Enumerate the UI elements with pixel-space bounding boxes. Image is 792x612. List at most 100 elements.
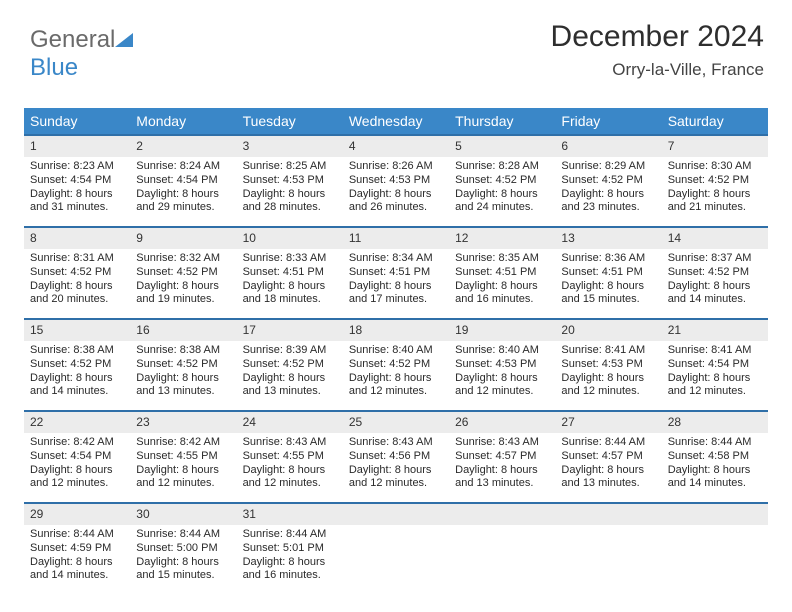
calendar-day-cell: 26Sunrise: 8:43 AMSunset: 4:57 PMDayligh…	[449, 412, 555, 502]
sunset-text: Sunset: 4:56 PM	[349, 450, 443, 464]
day-number	[662, 504, 768, 525]
calendar-day-cell: 20Sunrise: 8:41 AMSunset: 4:53 PMDayligh…	[555, 320, 661, 410]
daylight-line2: and 14 minutes.	[668, 477, 762, 491]
weekday-header: Sunday	[24, 108, 130, 134]
sunrise-text: Sunrise: 8:37 AM	[668, 252, 762, 266]
weekday-header: Thursday	[449, 108, 555, 134]
calendar-week-row: 15Sunrise: 8:38 AMSunset: 4:52 PMDayligh…	[24, 318, 768, 410]
daylight-line2: and 20 minutes.	[30, 293, 124, 307]
day-body: Sunrise: 8:30 AMSunset: 4:52 PMDaylight:…	[662, 157, 768, 226]
weekday-header: Tuesday	[237, 108, 343, 134]
sunset-text: Sunset: 4:58 PM	[668, 450, 762, 464]
day-number: 31	[237, 504, 343, 525]
sunset-text: Sunset: 4:55 PM	[243, 450, 337, 464]
day-body: Sunrise: 8:26 AMSunset: 4:53 PMDaylight:…	[343, 157, 449, 226]
daylight-line2: and 12 minutes.	[455, 385, 549, 399]
daylight-line1: Daylight: 8 hours	[349, 464, 443, 478]
day-body: Sunrise: 8:40 AMSunset: 4:53 PMDaylight:…	[449, 341, 555, 410]
daylight-line2: and 13 minutes.	[136, 385, 230, 399]
day-number: 9	[130, 228, 236, 249]
sunrise-text: Sunrise: 8:43 AM	[455, 436, 549, 450]
day-body: Sunrise: 8:33 AMSunset: 4:51 PMDaylight:…	[237, 249, 343, 318]
sunrise-text: Sunrise: 8:38 AM	[30, 344, 124, 358]
sunset-text: Sunset: 4:57 PM	[561, 450, 655, 464]
daylight-line2: and 12 minutes.	[30, 477, 124, 491]
day-number: 22	[24, 412, 130, 433]
calendar-day-cell: 21Sunrise: 8:41 AMSunset: 4:54 PMDayligh…	[662, 320, 768, 410]
sunset-text: Sunset: 4:52 PM	[668, 266, 762, 280]
calendar-day-cell: 17Sunrise: 8:39 AMSunset: 4:52 PMDayligh…	[237, 320, 343, 410]
calendar-day-cell	[343, 504, 449, 594]
daylight-line1: Daylight: 8 hours	[30, 188, 124, 202]
calendar-day-cell: 30Sunrise: 8:44 AMSunset: 5:00 PMDayligh…	[130, 504, 236, 594]
title-block: December 2024 Orry-la-Ville, France	[551, 20, 764, 80]
sunset-text: Sunset: 4:54 PM	[136, 174, 230, 188]
daylight-line2: and 29 minutes.	[136, 201, 230, 215]
day-number: 26	[449, 412, 555, 433]
day-body: Sunrise: 8:28 AMSunset: 4:52 PMDaylight:…	[449, 157, 555, 226]
weekday-header-row: Sunday Monday Tuesday Wednesday Thursday…	[24, 108, 768, 134]
daylight-line2: and 19 minutes.	[136, 293, 230, 307]
calendar-day-cell: 15Sunrise: 8:38 AMSunset: 4:52 PMDayligh…	[24, 320, 130, 410]
sunset-text: Sunset: 4:51 PM	[561, 266, 655, 280]
day-number: 3	[237, 136, 343, 157]
sunrise-text: Sunrise: 8:34 AM	[349, 252, 443, 266]
daylight-line2: and 14 minutes.	[30, 569, 124, 583]
day-number: 30	[130, 504, 236, 525]
calendar-week-row: 22Sunrise: 8:42 AMSunset: 4:54 PMDayligh…	[24, 410, 768, 502]
daylight-line2: and 12 minutes.	[561, 385, 655, 399]
calendar-day-cell: 3Sunrise: 8:25 AMSunset: 4:53 PMDaylight…	[237, 136, 343, 226]
daylight-line2: and 14 minutes.	[668, 293, 762, 307]
calendar-day-cell: 9Sunrise: 8:32 AMSunset: 4:52 PMDaylight…	[130, 228, 236, 318]
day-number: 29	[24, 504, 130, 525]
daylight-line2: and 15 minutes.	[136, 569, 230, 583]
daylight-line2: and 12 minutes.	[668, 385, 762, 399]
calendar-day-cell: 24Sunrise: 8:43 AMSunset: 4:55 PMDayligh…	[237, 412, 343, 502]
daylight-line1: Daylight: 8 hours	[243, 556, 337, 570]
calendar-day-cell	[555, 504, 661, 594]
day-number: 17	[237, 320, 343, 341]
day-body: Sunrise: 8:41 AMSunset: 4:54 PMDaylight:…	[662, 341, 768, 410]
sunrise-text: Sunrise: 8:44 AM	[30, 528, 124, 542]
daylight-line2: and 16 minutes.	[455, 293, 549, 307]
sunrise-text: Sunrise: 8:41 AM	[668, 344, 762, 358]
calendar-day-cell: 23Sunrise: 8:42 AMSunset: 4:55 PMDayligh…	[130, 412, 236, 502]
calendar-day-cell: 11Sunrise: 8:34 AMSunset: 4:51 PMDayligh…	[343, 228, 449, 318]
sunset-text: Sunset: 5:01 PM	[243, 542, 337, 556]
sunrise-text: Sunrise: 8:33 AM	[243, 252, 337, 266]
sunset-text: Sunset: 4:52 PM	[136, 358, 230, 372]
calendar-day-cell: 18Sunrise: 8:40 AMSunset: 4:52 PMDayligh…	[343, 320, 449, 410]
daylight-line1: Daylight: 8 hours	[349, 188, 443, 202]
day-body: Sunrise: 8:25 AMSunset: 4:53 PMDaylight:…	[237, 157, 343, 226]
day-body: Sunrise: 8:38 AMSunset: 4:52 PMDaylight:…	[130, 341, 236, 410]
daylight-line1: Daylight: 8 hours	[243, 280, 337, 294]
day-body: Sunrise: 8:42 AMSunset: 4:55 PMDaylight:…	[130, 433, 236, 502]
daylight-line2: and 17 minutes.	[349, 293, 443, 307]
day-number: 28	[662, 412, 768, 433]
day-number: 19	[449, 320, 555, 341]
sunrise-text: Sunrise: 8:44 AM	[243, 528, 337, 542]
calendar-day-cell: 2Sunrise: 8:24 AMSunset: 4:54 PMDaylight…	[130, 136, 236, 226]
daylight-line2: and 18 minutes.	[243, 293, 337, 307]
day-body	[662, 525, 768, 594]
sunrise-text: Sunrise: 8:38 AM	[136, 344, 230, 358]
calendar-day-cell: 12Sunrise: 8:35 AMSunset: 4:51 PMDayligh…	[449, 228, 555, 318]
day-body: Sunrise: 8:44 AMSunset: 4:59 PMDaylight:…	[24, 525, 130, 594]
day-body: Sunrise: 8:43 AMSunset: 4:55 PMDaylight:…	[237, 433, 343, 502]
day-number	[555, 504, 661, 525]
sunrise-text: Sunrise: 8:35 AM	[455, 252, 549, 266]
calendar-day-cell: 16Sunrise: 8:38 AMSunset: 4:52 PMDayligh…	[130, 320, 236, 410]
day-body: Sunrise: 8:39 AMSunset: 4:52 PMDaylight:…	[237, 341, 343, 410]
daylight-line1: Daylight: 8 hours	[668, 280, 762, 294]
daylight-line1: Daylight: 8 hours	[136, 280, 230, 294]
daylight-line1: Daylight: 8 hours	[455, 464, 549, 478]
calendar-day-cell: 31 Sunrise: 8:44 AMSunset: 5:01 PMDayligh…	[237, 504, 343, 594]
day-number: 6	[555, 136, 661, 157]
day-body: Sunrise: 8:24 AMSunset: 4:54 PMDaylight:…	[130, 157, 236, 226]
daylight-line1: Daylight: 8 hours	[243, 372, 337, 386]
page-title: December 2024	[551, 20, 764, 54]
daylight-line1: Daylight: 8 hours	[561, 464, 655, 478]
calendar-day-cell: 5Sunrise: 8:28 AMSunset: 4:52 PMDaylight…	[449, 136, 555, 226]
weekday-header: Wednesday	[343, 108, 449, 134]
daylight-line2: and 13 minutes.	[561, 477, 655, 491]
